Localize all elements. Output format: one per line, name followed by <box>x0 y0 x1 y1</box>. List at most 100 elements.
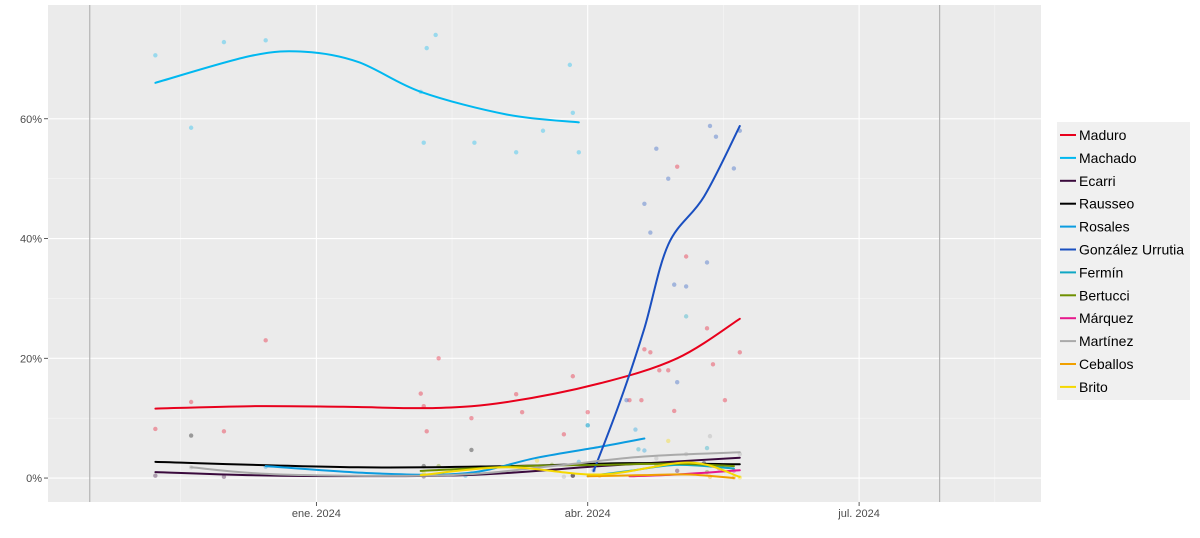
data-point <box>648 350 653 355</box>
data-point <box>704 260 710 265</box>
data-point <box>666 176 671 181</box>
data-point <box>672 282 677 287</box>
data-point <box>424 429 429 434</box>
data-point <box>585 409 590 415</box>
series-line-martinez <box>190 451 741 477</box>
data-point <box>654 456 659 461</box>
data-point <box>639 398 644 403</box>
data-point <box>666 368 671 373</box>
legend-label-ceballos: Ceballos <box>1079 356 1133 372</box>
data-point <box>731 166 737 171</box>
legend-label-bertucci: Bertucci <box>1079 287 1130 303</box>
data-point <box>472 140 477 145</box>
data-point <box>674 164 680 169</box>
series-line-brito <box>419 461 741 478</box>
data-point <box>561 432 567 437</box>
data-point <box>683 314 689 319</box>
legend-label-fermin: Fermín <box>1079 264 1123 280</box>
y-axis: 0% 20% 40% 60% <box>20 114 48 485</box>
data-point <box>153 53 158 58</box>
data-point <box>418 391 423 396</box>
legend-label-brito: Brito <box>1079 379 1108 395</box>
legend-label-rausseo: Rausseo <box>1079 196 1134 212</box>
legend-background <box>1057 122 1190 400</box>
legend-label-gonzalez-urrutia: González Urrutia <box>1079 242 1184 258</box>
legend-label-machado: Machado <box>1079 150 1137 166</box>
data-point <box>627 398 632 403</box>
data-point <box>570 110 576 115</box>
data-point <box>636 447 641 452</box>
data-point <box>436 356 441 361</box>
trend-lines <box>154 50 741 479</box>
data-point <box>570 374 576 379</box>
data-point <box>648 230 653 235</box>
data-point <box>683 254 689 259</box>
data-point <box>433 32 438 38</box>
data-point <box>633 427 638 432</box>
data-point <box>585 423 590 428</box>
data-point <box>188 433 194 438</box>
data-point <box>683 284 689 289</box>
data-point <box>540 128 546 133</box>
x-tick-label: abr. 2024 <box>565 508 611 520</box>
major-gridlines <box>48 5 1041 502</box>
data-point <box>153 426 158 432</box>
reference-lines <box>89 5 941 502</box>
data-point <box>221 429 227 434</box>
data-point <box>153 473 158 478</box>
data-point <box>713 134 719 139</box>
data-point <box>188 399 194 405</box>
data-point <box>188 125 194 130</box>
series-line-maduro <box>154 317 741 410</box>
y-tick-label: 60% <box>20 114 42 126</box>
data-point <box>519 409 525 415</box>
data-point <box>642 448 647 453</box>
data-point <box>513 150 519 155</box>
data-point <box>722 398 728 403</box>
data-point <box>576 150 581 155</box>
data-point <box>674 380 680 385</box>
data-point <box>710 362 716 367</box>
data-point <box>707 123 713 129</box>
data-points <box>153 32 743 480</box>
data-point <box>221 474 227 480</box>
data-point <box>674 468 680 474</box>
data-point <box>221 39 227 45</box>
x-tick-label: ene. 2024 <box>292 508 341 520</box>
data-point <box>707 433 713 439</box>
data-point <box>657 368 662 373</box>
series-line-ceballos <box>586 473 735 479</box>
y-tick-label: 20% <box>20 353 42 365</box>
x-axis: ene. 2024 abr. 2024 jul. 2024 <box>292 502 880 520</box>
data-point <box>570 473 576 478</box>
data-point <box>704 326 710 331</box>
y-tick-label: 0% <box>26 473 42 485</box>
x-tick-label: jul. 2024 <box>837 508 880 520</box>
data-point <box>567 62 573 68</box>
legend-label-rosales: Rosales <box>1079 219 1130 235</box>
legend-label-martinez: Martínez <box>1079 333 1133 349</box>
legend: Maduro Machado Ecarri Rausseo Rosales Gonzále… <box>1057 122 1190 400</box>
data-point <box>421 140 426 145</box>
data-point <box>570 473 576 478</box>
data-point <box>624 398 629 403</box>
data-point <box>469 415 474 421</box>
data-point <box>469 447 474 453</box>
legend-label-ecarri: Ecarri <box>1079 173 1116 189</box>
minor-gridlines <box>48 5 1041 502</box>
data-point <box>642 201 647 206</box>
series-line-machado <box>154 50 580 124</box>
series-line-rosales <box>264 437 646 476</box>
data-point <box>263 38 268 43</box>
data-point <box>534 458 540 463</box>
series-line-gonzalez-urrutia <box>592 125 741 472</box>
legend-label-maduro: Maduro <box>1079 127 1127 143</box>
data-point <box>666 438 671 444</box>
data-point <box>263 338 268 343</box>
data-point <box>424 45 429 51</box>
legend-label-marquez: Márquez <box>1079 310 1133 326</box>
data-point <box>642 347 647 352</box>
data-point <box>654 146 659 151</box>
plot-panel <box>48 5 1041 502</box>
